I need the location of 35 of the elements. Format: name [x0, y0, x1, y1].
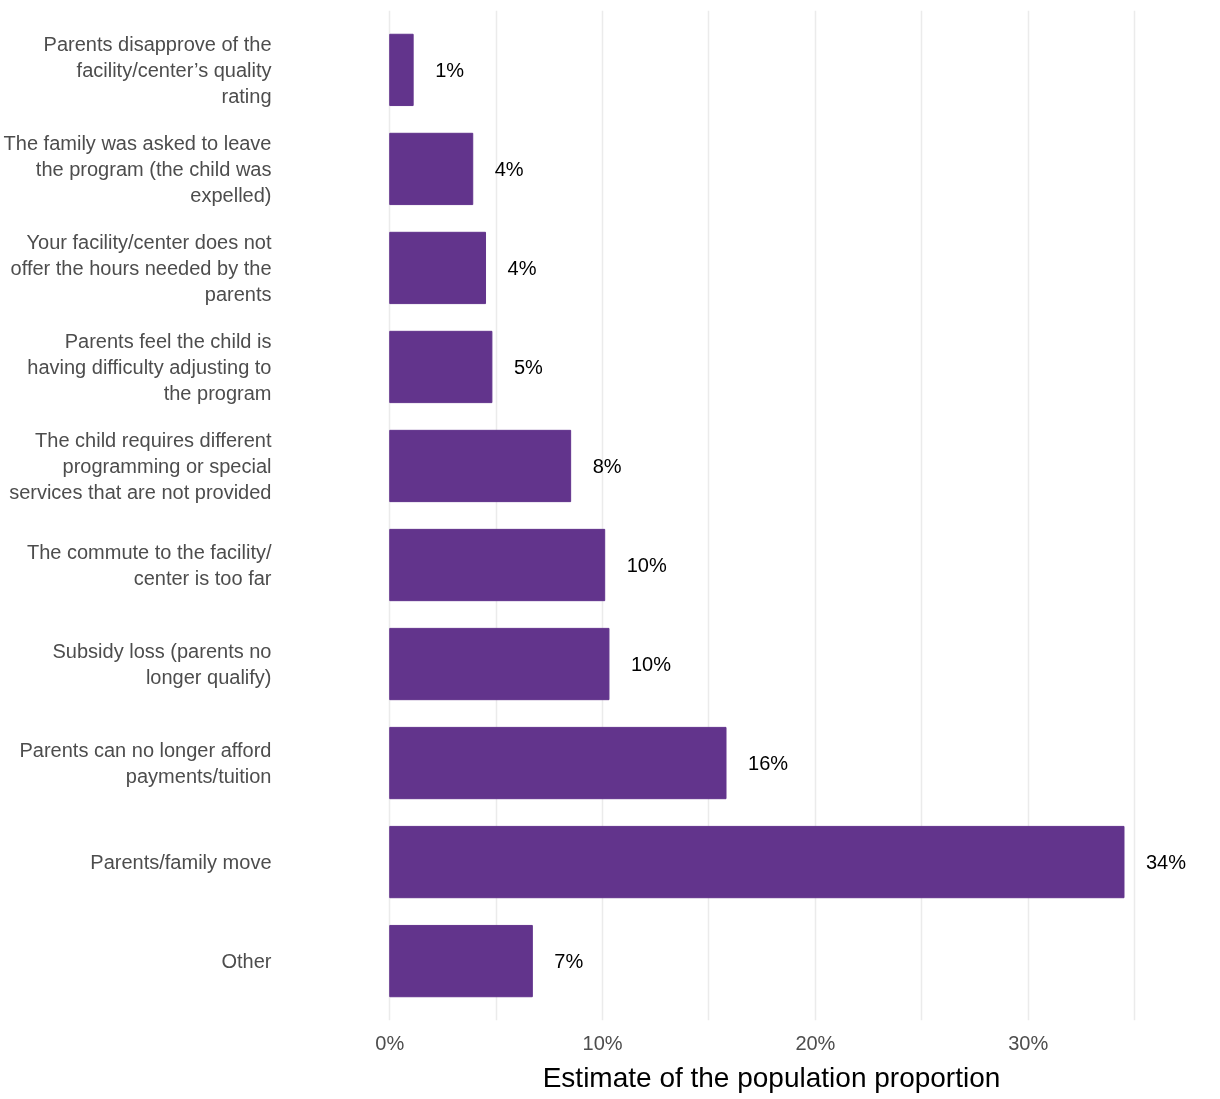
data-label: 10% [630, 653, 672, 676]
data-label: 16% [748, 752, 789, 775]
data-label: 4% [507, 256, 537, 279]
y-tick-label: The family was asked to leave the program (the child was expelled) [3, 131, 272, 207]
y-tick-label: Parents disapprove of the facility/center’s quality rating [43, 32, 272, 108]
y-tick-label: Subsidy loss (parents no longer qualify) [52, 639, 272, 689]
bar [389, 726, 727, 800]
y-tick-label: Your facility/center does not offer the hours needed by the parents [10, 230, 272, 306]
bar [389, 132, 474, 206]
x-tick-label: 20% [795, 1031, 836, 1054]
data-label: 7% [554, 950, 584, 973]
data-label: 8% [592, 454, 622, 477]
bar [389, 231, 487, 305]
bar [389, 825, 1125, 899]
data-label: 34% [1145, 851, 1187, 874]
y-tick-label: Parents feel the child is having difficulty adjusting to the program [27, 329, 272, 405]
bar [389, 33, 414, 107]
x-tick-label: 30% [1008, 1031, 1049, 1054]
data-label: 4% [494, 157, 524, 180]
y-tick-label: The child requires different programming or special services that are not provided [9, 428, 272, 504]
data-label: 5% [513, 355, 544, 378]
bar [389, 330, 493, 404]
x-axis-title: Estimate of the population proportion [542, 1061, 1001, 1093]
bar [389, 627, 610, 701]
y-tick-label: Parents can no longer afford payments/tuition [19, 738, 272, 788]
y-tick-label: Other [221, 950, 272, 973]
bar [389, 429, 572, 503]
bar [389, 528, 606, 602]
x-tick-label: 10% [582, 1031, 623, 1054]
x-tick-label: 0% [375, 1031, 405, 1054]
y-tick-label: Parents/family move [90, 851, 272, 874]
data-label: 10% [626, 554, 667, 577]
y-tick-label: The commute to the facility/ center is too far [26, 540, 272, 590]
bar [389, 924, 533, 998]
data-label: 1% [435, 58, 465, 81]
